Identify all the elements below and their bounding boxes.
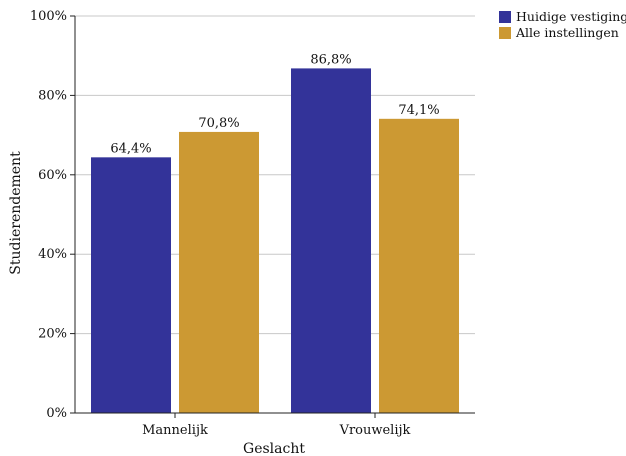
y-tick-label: 0%: [46, 406, 67, 421]
data-labels: 64,4% 70,8% 86,8% 74,1%: [110, 52, 439, 156]
legend-label: Huidige vestiging: [516, 9, 626, 24]
legend-label: Alle instellingen: [515, 25, 619, 40]
bar-huidige-vestiging-mannelijk: [91, 157, 171, 413]
x-tick-label: Mannelijk: [142, 423, 208, 438]
x-axis-ticks: Mannelijk Vrouwelijk: [142, 413, 411, 438]
y-tick-label: 40%: [38, 247, 67, 262]
y-tick-label: 20%: [38, 327, 67, 342]
y-tick-label: 60%: [38, 168, 67, 183]
x-axis-title: Geslacht: [243, 441, 305, 456]
y-axis-ticks: 0% 20% 40% 60% 80% 100%: [30, 9, 75, 421]
y-tick-label: 100%: [30, 9, 67, 24]
data-label: 70,8%: [198, 116, 239, 131]
y-tick-label: 80%: [38, 88, 67, 103]
x-tick-label: Vrouwelijk: [339, 423, 411, 438]
data-label: 86,8%: [310, 52, 351, 67]
bars: [91, 68, 459, 414]
data-label: 74,1%: [398, 103, 439, 118]
bar-huidige-vestiging-vrouwelijk: [291, 68, 371, 414]
bar-alle-instellingen-vrouwelijk: [379, 118, 459, 413]
data-label: 64,4%: [110, 141, 151, 156]
legend-swatch: [499, 27, 511, 39]
y-axis-title: Studierendement: [8, 151, 24, 275]
bar-alle-instellingen-mannelijk: [179, 131, 259, 413]
legend-swatch: [499, 11, 511, 23]
